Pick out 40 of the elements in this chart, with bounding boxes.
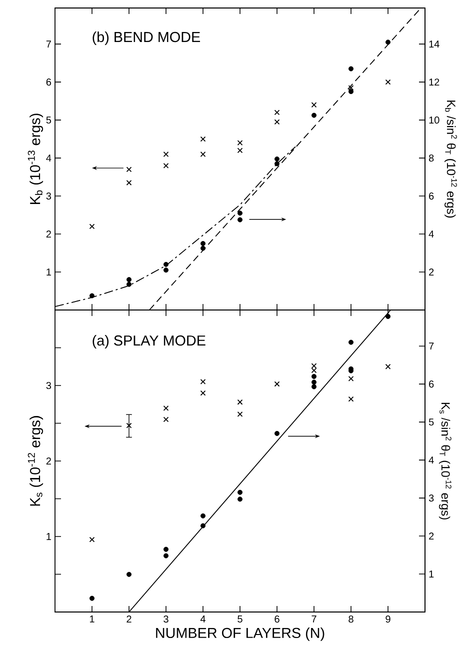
x-axis-title: NUMBER OF LAYERS (N): [156, 627, 324, 641]
x-tick-label: 4: [200, 616, 206, 622]
y-tick-label: 6: [46, 78, 52, 86]
y2-tick-label: 1: [429, 570, 434, 578]
text: (b) BEND MODE: [92, 32, 200, 45]
x-tick-label: 8: [348, 616, 354, 623]
text: K$_{b}$ /sin$^{2}$ θ$_{T}$ (10$^{-12}$ ergs): [444, 100, 457, 218]
x-tick-label: 6: [274, 616, 280, 623]
y-tick-label: 5: [46, 116, 52, 124]
x-tick-label: 3: [164, 616, 168, 623]
text: (a) SPLAY MODE: [92, 335, 206, 348]
y2-tick-label: 3: [428, 494, 434, 502]
y2-tick-label: 12: [429, 78, 440, 86]
y2-tick-label: 7: [429, 342, 434, 350]
y2-tick-label: 6: [429, 192, 434, 200]
x-tick-label: 2: [126, 616, 132, 623]
y2-tick-label: 14: [429, 40, 440, 48]
y2-tick-label: 2: [429, 532, 434, 540]
x-tick-label: 7: [312, 616, 316, 622]
y2-tick-label: 4: [428, 456, 434, 464]
y-axis-title: K$_{b}$ (10$^{-13}$ ergs): [28, 114, 44, 204]
y-tick-label: 1: [46, 533, 51, 540]
x-tick-label: 9: [386, 616, 390, 623]
y2-tick-label: 4: [428, 230, 434, 238]
y-tick-label: 3: [46, 192, 52, 200]
x-tick-label: 1: [90, 616, 94, 622]
y2-tick-label: 8: [428, 154, 434, 162]
y-tick-label: 2: [46, 230, 51, 238]
y-tick-label: 1: [46, 268, 51, 276]
y-tick-label: 2: [46, 458, 51, 464]
y-axis-title: K$_{s}$ (10$^{-12}$ ergs): [28, 416, 44, 506]
y-tick-label: 4: [46, 154, 52, 162]
x-tick-label: 5: [238, 616, 242, 623]
y2-tick-label: 2: [429, 268, 434, 276]
y-tick-label: 3: [46, 382, 52, 390]
text: K$_{s}$ /sin$^{2}$ θ$_{T}$ (10$^{-12}$ ergs): [438, 402, 452, 520]
y2-tick-label: 10: [429, 116, 440, 124]
y2-tick-label: 5: [428, 418, 434, 426]
y2-tick-label: 6: [429, 380, 434, 388]
y-tick-label: 7: [46, 40, 51, 48]
